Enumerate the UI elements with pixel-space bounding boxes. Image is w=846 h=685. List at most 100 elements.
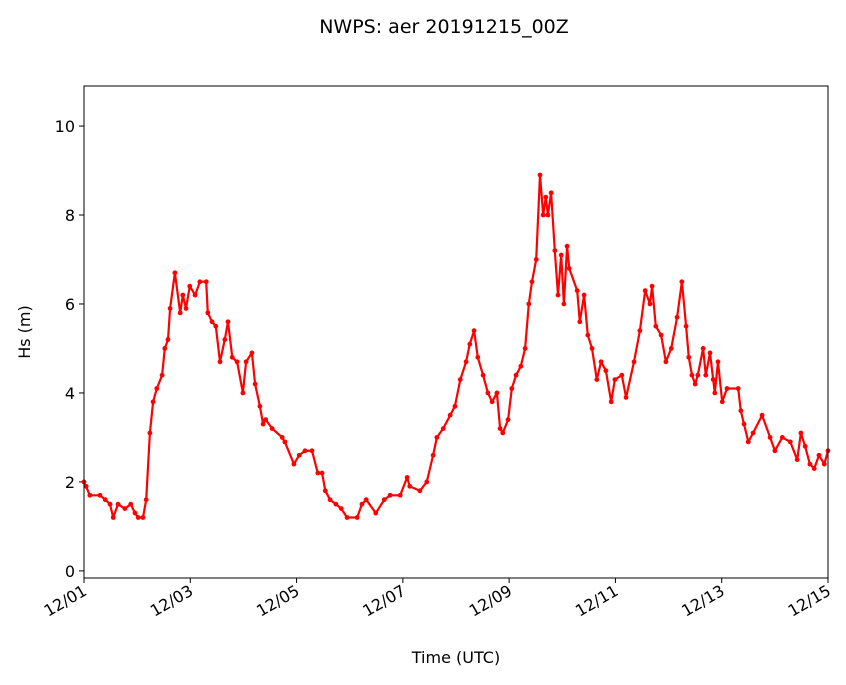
data-point bbox=[154, 386, 160, 391]
data-point bbox=[574, 288, 580, 294]
data-point bbox=[480, 372, 486, 378]
data-point bbox=[315, 470, 321, 476]
data-point bbox=[430, 452, 436, 458]
data-point bbox=[548, 190, 554, 196]
data-point bbox=[397, 492, 403, 498]
data-point bbox=[772, 448, 778, 454]
y-tick-label: 8 bbox=[65, 206, 75, 225]
data-point bbox=[738, 408, 744, 414]
data-point bbox=[509, 386, 515, 391]
data-point bbox=[132, 510, 138, 516]
data-point bbox=[110, 515, 116, 520]
x-tick-label: 12/07 bbox=[359, 581, 408, 621]
data-point bbox=[327, 497, 333, 503]
series-line-hs bbox=[83, 173, 830, 519]
data-point bbox=[497, 426, 503, 431]
y-tick-label: 2 bbox=[65, 473, 75, 492]
data-point bbox=[545, 212, 551, 218]
data-point bbox=[529, 279, 535, 285]
data-point bbox=[543, 194, 549, 200]
data-point bbox=[122, 506, 128, 512]
x-tick-label: 12/11 bbox=[572, 581, 621, 621]
y-axis: 0 2 4 6 8 10 bbox=[55, 117, 84, 581]
data-point bbox=[83, 483, 89, 489]
data-point bbox=[707, 350, 713, 356]
data-point bbox=[338, 506, 344, 512]
data-point bbox=[282, 439, 288, 445]
data-point bbox=[407, 483, 413, 489]
data-point bbox=[802, 443, 808, 449]
data-point bbox=[700, 346, 706, 351]
data-point bbox=[767, 435, 773, 440]
data-point bbox=[475, 354, 481, 360]
data-point bbox=[489, 399, 495, 405]
data-point bbox=[240, 390, 246, 396]
data-point bbox=[566, 265, 572, 271]
data-point bbox=[381, 497, 387, 503]
data-point bbox=[417, 488, 423, 494]
data-point bbox=[513, 372, 519, 378]
data-point bbox=[674, 314, 680, 320]
axes-frame bbox=[83, 85, 829, 579]
data-point bbox=[631, 359, 637, 365]
data-point bbox=[107, 501, 113, 507]
data-point bbox=[249, 350, 255, 356]
data-point bbox=[302, 448, 308, 454]
data-point bbox=[209, 319, 215, 325]
x-axis: 12/01 12/03 12/05 12/07 12/09 12/11 12/13 12/15 bbox=[41, 578, 834, 621]
data-point bbox=[263, 417, 269, 423]
data-point bbox=[653, 323, 659, 329]
data-point bbox=[279, 435, 285, 440]
data-point bbox=[150, 399, 156, 405]
data-point bbox=[608, 399, 614, 405]
data-point bbox=[518, 363, 524, 369]
y-tick-label: 10 bbox=[55, 117, 75, 136]
data-point bbox=[225, 319, 231, 325]
data-point bbox=[309, 448, 315, 454]
data-point bbox=[102, 497, 108, 503]
data-point bbox=[172, 270, 178, 276]
data-point bbox=[637, 328, 643, 334]
data-point bbox=[140, 515, 146, 520]
data-point bbox=[663, 359, 669, 365]
data-point bbox=[177, 310, 183, 316]
data-point bbox=[741, 421, 747, 427]
data-point bbox=[612, 377, 618, 382]
data-point bbox=[222, 337, 228, 342]
data-point bbox=[213, 323, 219, 329]
y-tick-label: 0 bbox=[65, 562, 75, 581]
data-point bbox=[642, 288, 648, 294]
data-point bbox=[319, 470, 325, 476]
data-point bbox=[354, 515, 360, 520]
data-point bbox=[147, 430, 153, 436]
chart-title: NWPS: aer 20191215_00Z bbox=[319, 16, 569, 38]
data-point bbox=[229, 354, 235, 360]
data-point bbox=[322, 488, 328, 494]
data-point bbox=[750, 430, 756, 436]
data-point bbox=[205, 310, 211, 316]
data-point bbox=[159, 372, 165, 378]
data-point bbox=[811, 466, 817, 471]
data-point bbox=[603, 368, 609, 374]
data-point bbox=[257, 403, 263, 409]
x-axis-label: Time (UTC) bbox=[411, 648, 500, 667]
data-point bbox=[363, 497, 369, 503]
data-point bbox=[180, 292, 186, 298]
data-point bbox=[807, 461, 813, 467]
data-point bbox=[128, 501, 134, 507]
data-point bbox=[679, 279, 685, 285]
data-point bbox=[779, 435, 785, 440]
data-point bbox=[234, 359, 240, 365]
data-point bbox=[452, 403, 458, 409]
data-point bbox=[260, 421, 266, 427]
data-point bbox=[97, 492, 103, 498]
data-point bbox=[373, 510, 379, 516]
data-point bbox=[440, 426, 446, 431]
data-point bbox=[533, 257, 539, 262]
y-tick-label: 6 bbox=[65, 295, 75, 314]
data-point bbox=[647, 301, 653, 307]
y-tick-label: 4 bbox=[65, 384, 75, 403]
data-point bbox=[291, 461, 297, 467]
data-point bbox=[404, 475, 410, 480]
